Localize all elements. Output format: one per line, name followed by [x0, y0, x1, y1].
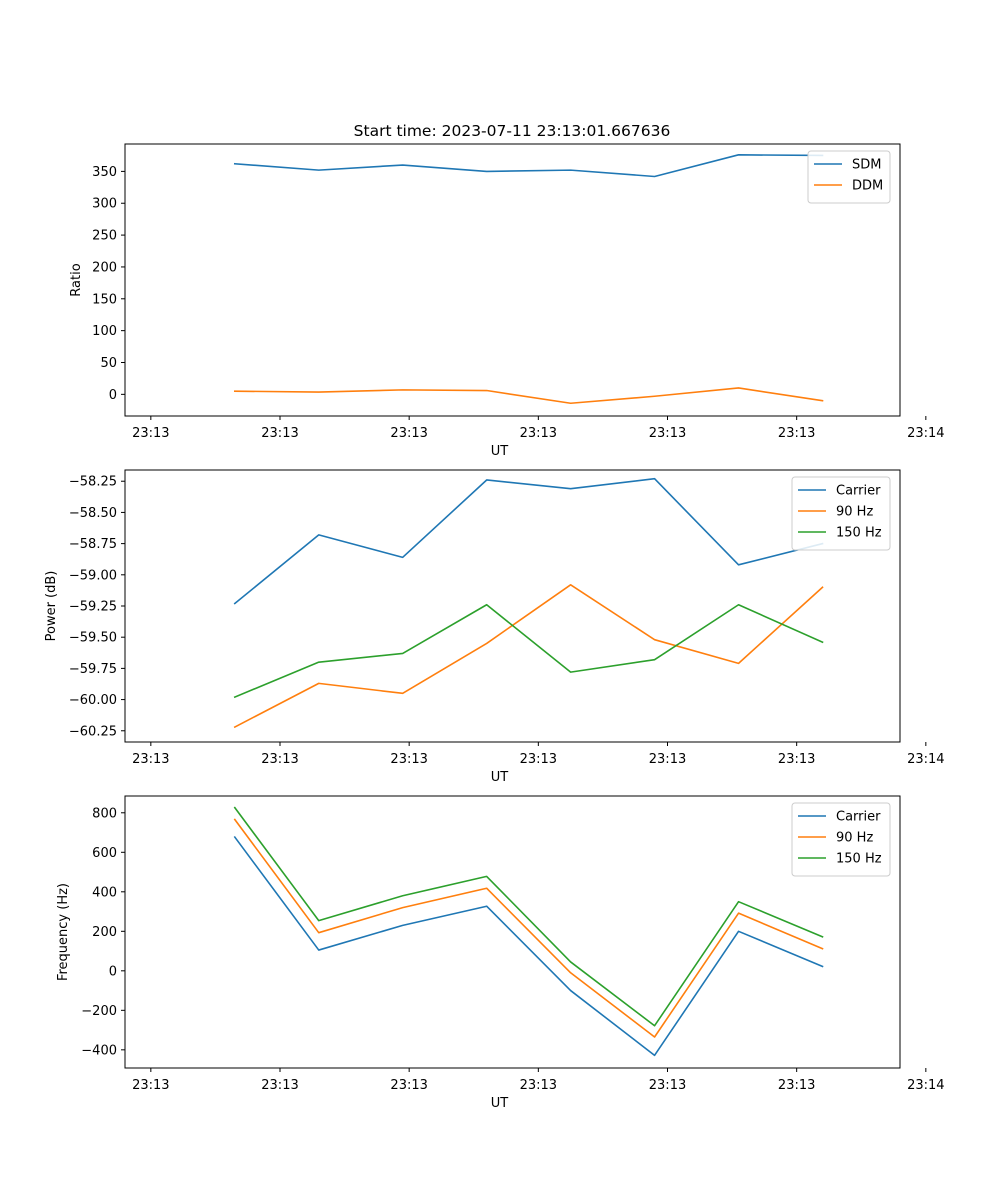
- x-axis-label: UT: [491, 1096, 509, 1111]
- x-tick-label: 23:13: [390, 1078, 427, 1093]
- x-tick-label: 23:13: [649, 1078, 686, 1093]
- series-line-sdm: [233, 154, 824, 178]
- x-tick-label: 23:13: [261, 1078, 298, 1093]
- y-tick-label: −59.25: [69, 600, 117, 615]
- y-tick-label: 600: [92, 846, 117, 861]
- x-tick-label: 23:13: [649, 752, 686, 767]
- y-axis-label: Power (dB): [44, 571, 59, 642]
- x-tick-label: 23:14: [907, 426, 944, 441]
- x-tick-label: 23:14: [907, 1078, 944, 1093]
- x-tick-label: 23:13: [390, 752, 427, 767]
- x-tick-label: 23:13: [261, 426, 298, 441]
- axes-frame: [124, 143, 901, 417]
- legend-label: Carrier: [836, 810, 881, 825]
- series-line-90-hz: [233, 818, 824, 1038]
- chart-panel-1: 23:13 23:13 23:13 23:13 23:13 23:13 23:14 0 50 10…: [69, 143, 945, 459]
- y-axis-label: Ratio: [69, 263, 84, 296]
- legend-label: 150 Hz: [836, 526, 882, 541]
- x-axis-label: UT: [491, 770, 509, 785]
- x-tick-label: 23:13: [261, 752, 298, 767]
- y-tick-label: −60.25: [69, 724, 117, 739]
- chart-panel-3: 23:13 23:13 23:13 23:13 23:13 23:13 23:14 −400 −…: [56, 795, 945, 1111]
- y-tick-label: 250: [92, 229, 117, 244]
- series-line-150-hz: [233, 806, 824, 1027]
- y-tick-label: 0: [109, 964, 117, 979]
- x-tick-label: 23:13: [520, 1078, 557, 1093]
- y-tick-label: 0: [109, 388, 117, 403]
- y-tick-label: −58.25: [69, 475, 117, 490]
- series-line-carrier: [233, 477, 824, 605]
- y-tick-label: −58.75: [69, 537, 117, 552]
- legend-label: Carrier: [836, 484, 881, 499]
- y-tick-label: 400: [92, 885, 117, 900]
- series-line-carrier: [233, 835, 824, 1057]
- legend: SDM DDM: [807, 150, 891, 204]
- x-tick-label: 23:13: [520, 426, 557, 441]
- chart-title: Start time: 2023-07-11 23:13:01.667636: [354, 122, 671, 140]
- y-tick-label: 200: [92, 925, 117, 940]
- series-line-90-hz: [233, 583, 824, 729]
- y-tick-label: 300: [92, 197, 117, 212]
- series-line-150-hz: [233, 603, 824, 699]
- y-tick-label: 150: [92, 292, 117, 307]
- y-tick-label: −60.00: [69, 693, 117, 708]
- x-tick-label: 23:13: [132, 1078, 169, 1093]
- y-axis-label: Frequency (Hz): [56, 883, 71, 981]
- x-tick-label: 23:13: [778, 1078, 815, 1093]
- legend-label: DDM: [852, 179, 883, 194]
- chart-panel-2: 23:13 23:13 23:13 23:13 23:13 23:13 23:14 −60.2…: [44, 469, 945, 785]
- y-tick-label: −59.00: [69, 568, 117, 583]
- legend: Carrier 90 Hz 150 Hz: [791, 802, 891, 877]
- legend-label: 150 Hz: [836, 852, 882, 867]
- legend: Carrier 90 Hz 150 Hz: [791, 476, 891, 551]
- x-tick-label: 23:13: [390, 426, 427, 441]
- x-tick-label: 23:14: [907, 752, 944, 767]
- axes-frame: [124, 795, 901, 1069]
- y-tick-label: 350: [92, 165, 117, 180]
- series-line-ddm: [233, 387, 824, 405]
- y-tick-label: −58.50: [69, 506, 117, 521]
- y-tick-label: −59.50: [69, 631, 117, 646]
- x-tick-label: 23:13: [520, 752, 557, 767]
- y-tick-label: −200: [81, 1004, 117, 1019]
- y-tick-label: 200: [92, 260, 117, 275]
- x-tick-label: 23:13: [649, 426, 686, 441]
- x-tick-label: 23:13: [778, 752, 815, 767]
- legend-label: SDM: [852, 158, 881, 173]
- x-axis-label: UT: [491, 444, 509, 459]
- y-tick-label: 50: [100, 356, 117, 371]
- legend-label: 90 Hz: [836, 831, 873, 846]
- legend-label: 90 Hz: [836, 505, 873, 520]
- y-tick-label: −400: [81, 1043, 117, 1058]
- x-tick-label: 23:13: [132, 752, 169, 767]
- y-tick-label: −59.75: [69, 662, 117, 677]
- x-tick-label: 23:13: [132, 426, 169, 441]
- x-tick-label: 23:13: [778, 426, 815, 441]
- y-tick-label: 100: [92, 324, 117, 339]
- y-tick-label: 800: [92, 806, 117, 821]
